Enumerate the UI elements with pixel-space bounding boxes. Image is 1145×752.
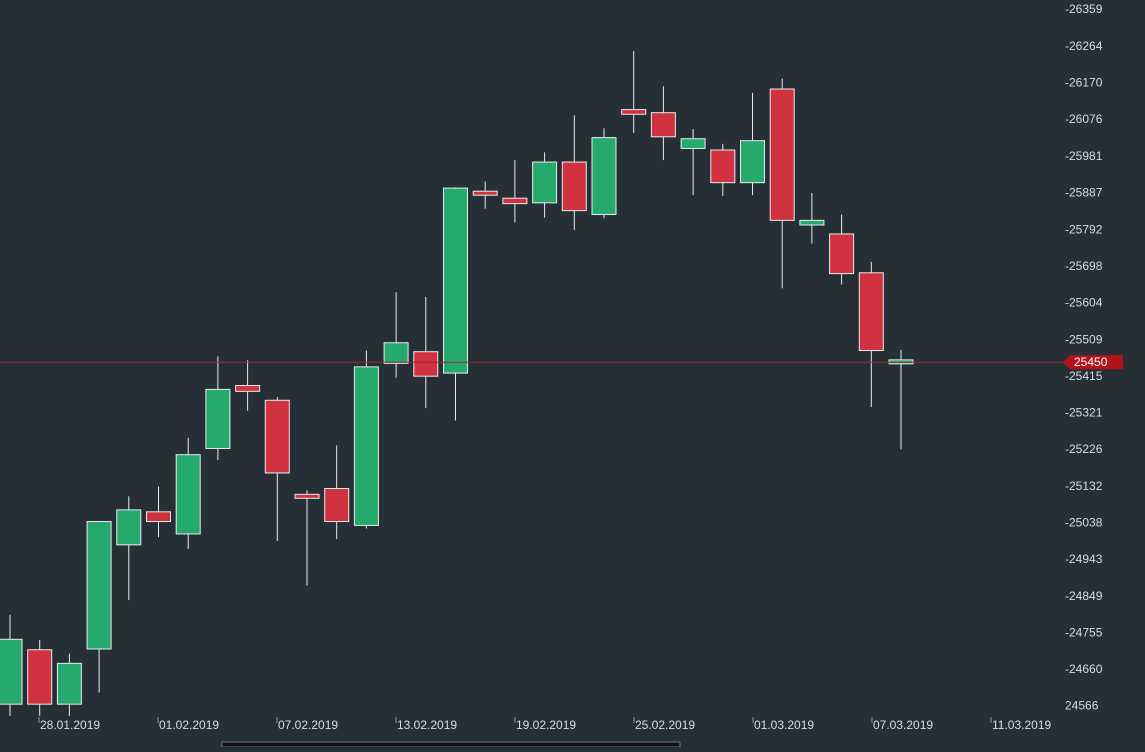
candle[interactable] — [86, 521, 112, 693]
x-tick-label: 28.01.2019 — [40, 718, 100, 732]
x-axis: 28.01.2019 01.02.2019 07.02.2019 13.02.2019… — [38, 717, 1051, 732]
candle-body-up — [532, 161, 558, 204]
candle-body-down — [829, 233, 855, 275]
candle-body-up — [116, 509, 142, 546]
candle-body-up — [56, 662, 82, 705]
candle[interactable] — [205, 356, 231, 461]
candle[interactable] — [680, 129, 706, 196]
y-tick-label: -25604 — [1065, 295, 1103, 309]
candle-body-up — [443, 187, 468, 374]
candle-body-down — [235, 385, 261, 392]
candle[interactable] — [710, 143, 736, 196]
x-tick-label: 07.03.2019 — [873, 718, 933, 732]
candle-body-down — [621, 109, 647, 115]
current-price-label: 25450 — [1074, 355, 1108, 369]
y-tick-label: -26170 — [1065, 75, 1103, 89]
y-tick-label: -24943 — [1065, 552, 1103, 566]
candle[interactable] — [413, 296, 439, 409]
x-tick-label: 13.02.2019 — [397, 718, 457, 732]
y-tick-label: -24849 — [1065, 589, 1103, 603]
candle[interactable] — [561, 115, 587, 231]
candle-body-down — [561, 161, 587, 212]
x-tick-label: 11.03.2019 — [992, 718, 1051, 732]
y-tick-label: -26264 — [1065, 39, 1103, 53]
candle[interactable] — [353, 350, 379, 529]
candle[interactable] — [27, 640, 53, 716]
candle-body-up — [799, 219, 825, 226]
candle[interactable] — [740, 92, 765, 196]
x-tick-label: 01.03.2019 — [754, 718, 814, 732]
candle-body-up — [86, 521, 112, 650]
candle-body-down — [413, 351, 439, 377]
candle[interactable] — [621, 50, 647, 133]
y-tick-label: -26359 — [1065, 2, 1103, 16]
y-tick-label: -25981 — [1065, 149, 1103, 163]
candle-body-down — [27, 649, 53, 705]
candle-body-up — [205, 388, 231, 449]
candle-body-down — [769, 88, 795, 221]
candle[interactable] — [769, 78, 795, 289]
y-tick-label: -25226 — [1065, 442, 1103, 456]
candle-body-down — [710, 149, 736, 184]
y-tick-label: -25509 — [1065, 332, 1103, 346]
candle[interactable] — [324, 445, 350, 540]
y-axis: -26359 -26264 -26170 -26076 -25981 -25887 -257… — [1065, 2, 1103, 713]
candle[interactable] — [858, 261, 884, 407]
current-price-badge-shape — [1063, 355, 1123, 370]
candle[interactable] — [829, 214, 855, 285]
candles-layer — [0, 50, 914, 716]
candle[interactable] — [146, 486, 171, 538]
candle-body-down — [294, 493, 320, 499]
y-tick-label: -25415 — [1065, 369, 1103, 383]
y-tick-label: -25038 — [1065, 515, 1103, 529]
x-tick-label: 25.02.2019 — [635, 718, 695, 732]
candle-body-up — [383, 342, 409, 364]
candle-body-down — [264, 399, 290, 474]
y-tick-label: -24660 — [1065, 662, 1103, 676]
candle-body-up — [175, 454, 201, 535]
candle[interactable] — [532, 152, 558, 218]
y-tick-label: 24566 — [1065, 699, 1099, 713]
candle-body-up — [0, 638, 23, 705]
candle-body-up — [740, 140, 765, 184]
candle[interactable] — [175, 437, 201, 549]
candle[interactable] — [650, 86, 676, 161]
candle-body-down — [472, 190, 498, 196]
candle-body-down — [324, 487, 350, 523]
y-tick-label: -25698 — [1065, 259, 1103, 273]
y-tick-label: -26076 — [1065, 112, 1103, 126]
candle[interactable] — [472, 181, 498, 209]
candle[interactable] — [799, 193, 825, 244]
x-tick-label: 07.02.2019 — [278, 718, 338, 732]
candle[interactable] — [502, 160, 528, 223]
y-tick-label: -25132 — [1065, 479, 1103, 493]
y-tick-label: -25321 — [1065, 405, 1103, 419]
y-tick-label: -25887 — [1065, 185, 1103, 199]
candle[interactable] — [591, 128, 617, 219]
current-price-badge: 25450 — [1063, 355, 1123, 370]
candle[interactable] — [0, 614, 23, 716]
horizontal-scrollbar-thumb[interactable] — [221, 741, 681, 748]
y-tick-label: -25792 — [1065, 222, 1103, 236]
candle-body-down — [858, 272, 884, 352]
candle[interactable] — [56, 653, 82, 716]
candle[interactable] — [116, 496, 142, 601]
candle[interactable] — [294, 490, 320, 586]
candle[interactable] — [264, 397, 290, 541]
candle[interactable] — [888, 349, 914, 450]
candle[interactable] — [383, 292, 409, 378]
candle-body-down — [502, 197, 528, 205]
candle[interactable] — [235, 360, 261, 411]
candle-body-down — [650, 112, 676, 138]
x-tick-label: 19.02.2019 — [516, 718, 576, 732]
candle[interactable] — [443, 187, 468, 421]
candle-body-up — [591, 137, 617, 216]
y-tick-label: -24755 — [1065, 625, 1103, 639]
candle-body-up — [680, 138, 706, 149]
candle-body-up — [353, 366, 379, 526]
candle-body-down — [146, 511, 171, 523]
x-tick-label: 01.02.2019 — [159, 718, 219, 732]
